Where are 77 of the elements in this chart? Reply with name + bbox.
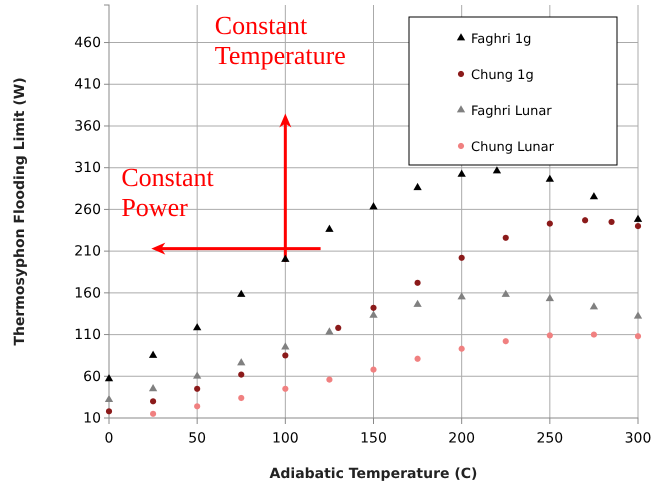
point	[237, 358, 246, 366]
point	[634, 223, 642, 230]
point	[590, 331, 598, 338]
point	[502, 290, 510, 297]
point	[414, 356, 421, 362]
point	[546, 294, 554, 302]
point	[237, 290, 246, 297]
x-tick-label: 250	[536, 430, 564, 446]
point	[458, 170, 466, 177]
point	[148, 350, 158, 358]
point	[325, 224, 334, 232]
point	[369, 310, 378, 318]
point	[413, 300, 422, 307]
x-tick-label: 150	[360, 430, 387, 446]
point	[325, 327, 334, 334]
point	[608, 218, 615, 226]
point	[590, 302, 598, 310]
point	[106, 408, 112, 414]
point	[194, 386, 200, 392]
point	[458, 292, 466, 300]
y-tick-label: 310	[74, 160, 101, 176]
point	[458, 346, 465, 352]
x-tick-label: 300	[624, 430, 652, 446]
x-tick-label: 50	[188, 430, 206, 446]
point	[582, 217, 588, 224]
point	[370, 366, 377, 373]
point	[370, 304, 377, 311]
point	[281, 254, 290, 262]
point	[104, 374, 114, 382]
y-tick-label: 160	[74, 285, 101, 302]
point	[282, 352, 288, 359]
point	[281, 342, 290, 350]
point	[238, 372, 244, 378]
point	[150, 410, 156, 417]
point	[369, 202, 378, 210]
point	[238, 394, 244, 402]
y-axis-title: Thermosyphon Flooding Limit (W)	[12, 77, 28, 346]
x-tick-label: 0	[104, 430, 114, 446]
point	[546, 220, 553, 227]
x-axis-title: Adiabatic Temperature (C)	[270, 466, 478, 482]
point	[194, 403, 200, 410]
annotation: Constant Temperature	[214, 11, 346, 70]
legend-label: Chung Lunar	[471, 140, 555, 155]
y-tick-label: 60	[83, 368, 101, 385]
point	[634, 311, 642, 319]
y-tick-label: 260	[74, 202, 101, 218]
point	[634, 214, 642, 222]
legend-label: Faghri 1g	[471, 32, 532, 47]
point	[546, 174, 554, 182]
y-tick-label: 410	[74, 76, 101, 93]
point	[492, 166, 502, 174]
point	[193, 323, 202, 330]
y-tick-label: 460	[74, 35, 101, 52]
point	[326, 376, 333, 383]
legend-label: Faghri Lunar	[471, 104, 552, 119]
x-tick-label: 200	[448, 430, 476, 446]
annotation: Constant Power	[121, 163, 215, 222]
point	[590, 192, 598, 200]
legend-label: Chung 1g	[471, 68, 534, 83]
point	[502, 234, 509, 241]
point	[502, 338, 509, 344]
point	[104, 394, 114, 402]
y-tick-label: 10	[83, 410, 101, 426]
point	[150, 398, 156, 404]
x-tick-label: 100	[272, 430, 299, 446]
point	[546, 332, 553, 338]
y-tick-label: 210	[74, 244, 101, 260]
point	[634, 333, 642, 340]
point	[335, 324, 342, 331]
point	[282, 386, 288, 392]
y-tick-label: 110	[74, 327, 101, 344]
point	[148, 384, 158, 392]
point	[414, 280, 421, 286]
point	[458, 254, 465, 261]
point	[413, 182, 422, 190]
point	[193, 371, 202, 379]
y-tick-label: 360	[74, 118, 101, 134]
